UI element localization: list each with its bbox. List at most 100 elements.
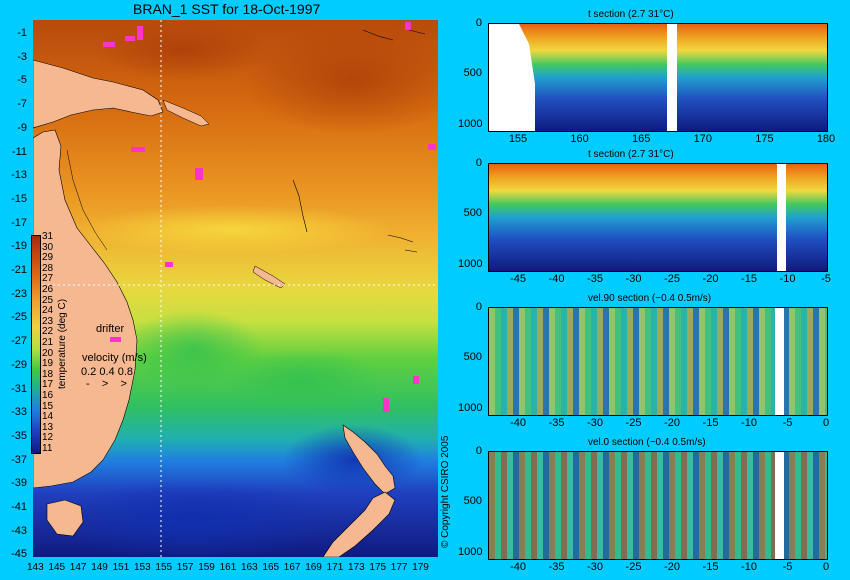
section-plot[interactable] — [488, 23, 828, 132]
colorbar-tick-label: 13 — [42, 421, 54, 433]
colorbar-tick-label: 28 — [42, 262, 54, 274]
section-title: t section (2.7 31°C) — [588, 149, 674, 160]
section-y-tick: 0 — [475, 157, 482, 169]
lat-tick-label: -9 — [17, 121, 27, 134]
section-y-tick: 500 — [463, 207, 482, 220]
colorbar-tick-label: 17 — [42, 379, 54, 391]
colorbar-tick-label: 14 — [42, 411, 54, 423]
section-y-tick: 1000 — [458, 545, 483, 558]
sst-map[interactable] — [33, 20, 438, 557]
section-x-tick: -35 — [548, 417, 565, 429]
colorbar-tick-label: 23 — [42, 315, 54, 327]
section-x-tick: -5 — [782, 417, 793, 429]
section-x-tick: -15 — [741, 273, 757, 285]
section-y-tick: 0 — [475, 17, 482, 29]
section-x-tick: -45 — [510, 273, 526, 285]
section-x-tick: -10 — [741, 561, 757, 573]
copyright: © Copyright CSIRO 2005 — [440, 435, 451, 548]
new-zealand-north — [342, 424, 396, 495]
section-title: t section (2.7 31°C) — [588, 9, 674, 20]
lon-tick-label: 157 — [176, 562, 194, 573]
section-x-tick: -5 — [782, 561, 793, 573]
lon-tick-label: 145 — [48, 562, 66, 573]
fiji — [387, 234, 418, 253]
coral-reef-outline — [66, 149, 108, 251]
section-x-tick: -5 — [821, 273, 831, 285]
warm-tongue — [73, 205, 393, 255]
lon-tick-label: 147 — [69, 562, 87, 573]
solomon-islands — [162, 99, 210, 127]
lat-tick-label: -23 — [11, 287, 27, 300]
green-eddy — [223, 350, 383, 410]
section-x-tick: -10 — [741, 417, 757, 429]
lon-tick-label: 153 — [134, 562, 151, 573]
gap-mask — [777, 164, 786, 271]
lat-tick-label: -15 — [11, 192, 27, 205]
lon-tick-label: 149 — [91, 562, 108, 573]
section-plot[interactable] — [488, 307, 828, 416]
lat-tick-label: -7 — [17, 98, 27, 111]
section-y-tick: 500 — [463, 67, 482, 80]
section-x-tick: -15 — [702, 417, 719, 429]
lon-tick-label: 165 — [262, 562, 280, 573]
section-x-tick: 155 — [508, 133, 528, 145]
lat-tick-label: -3 — [17, 50, 27, 63]
lat-tick-label: -45 — [11, 548, 27, 561]
section-x-tick: -20 — [664, 417, 680, 429]
drifter-legend-label: drifter — [96, 323, 125, 335]
land-mask — [489, 24, 535, 131]
lat-tick-label: -39 — [11, 477, 27, 490]
section-y-tick: 1000 — [458, 401, 483, 414]
new-caledonia — [252, 265, 286, 289]
tasmania-land — [46, 499, 84, 537]
section-y-tick: 500 — [463, 351, 482, 364]
lon-tick-label: 169 — [305, 562, 322, 573]
velocity-legend-title: velocity (m/s) — [82, 352, 147, 364]
section-x-tick: -15 — [702, 561, 719, 573]
section-x-tick: -20 — [664, 561, 680, 573]
section-x-tick: -30 — [625, 273, 642, 285]
warm-patch — [93, 20, 273, 80]
map-title: BRAN_1 SST for 18-Oct-1997 — [133, 1, 321, 17]
lat-tick-label: -25 — [11, 311, 27, 324]
colorbar-tick-label: 31 — [42, 231, 54, 242]
section-y-tick: 1000 — [458, 117, 483, 130]
new-zealand-south — [322, 491, 396, 557]
section-x-tick: 175 — [755, 133, 774, 145]
velocity-legend-values: 0.2 0.4 0.8 — [81, 366, 133, 378]
lat-tick-label: -11 — [11, 145, 27, 158]
gap-mask — [667, 24, 677, 131]
colorbar-tick-label: 22 — [42, 326, 54, 338]
lat-tick-label: -13 — [11, 169, 27, 182]
velocity-arrows: - > > — [86, 378, 127, 390]
lon-tick-label: 175 — [369, 562, 387, 573]
section-x-tick: -25 — [625, 417, 642, 429]
cold-eddy — [53, 480, 333, 557]
section-plot[interactable] — [488, 163, 828, 272]
colorbar-tick-label: 24 — [42, 305, 54, 317]
lat-tick-label: -37 — [11, 453, 27, 466]
section-y-tick: 1000 — [458, 257, 483, 270]
section-plot[interactable] — [488, 451, 828, 560]
lon-tick-label: 167 — [283, 562, 301, 573]
lon-tick-label: 151 — [112, 562, 130, 573]
lat-tick-label: -29 — [11, 358, 27, 371]
colorbar — [31, 235, 41, 454]
australia-land — [33, 129, 138, 489]
lon-tick-label: 143 — [27, 562, 44, 573]
lon-tick-label: 161 — [219, 562, 237, 573]
lat-tick-label: -33 — [11, 406, 27, 419]
section-x-tick: -30 — [587, 417, 603, 429]
lon-tick-label: 177 — [390, 562, 408, 573]
section-y-tick: 0 — [475, 445, 482, 457]
vanuatu — [292, 179, 308, 233]
lat-tick-label: -5 — [17, 74, 27, 87]
lat-tick-label: -35 — [11, 429, 27, 442]
section-x-tick: -20 — [702, 273, 719, 285]
section-x-tick: -40 — [510, 561, 526, 573]
colorbar-tick-label: 18 — [42, 368, 54, 380]
section-x-tick: -35 — [587, 273, 603, 285]
colorbar-tick-label: 15 — [42, 400, 54, 412]
colorbar-tick-label: 30 — [42, 241, 54, 253]
section-x-tick: -10 — [779, 273, 796, 285]
